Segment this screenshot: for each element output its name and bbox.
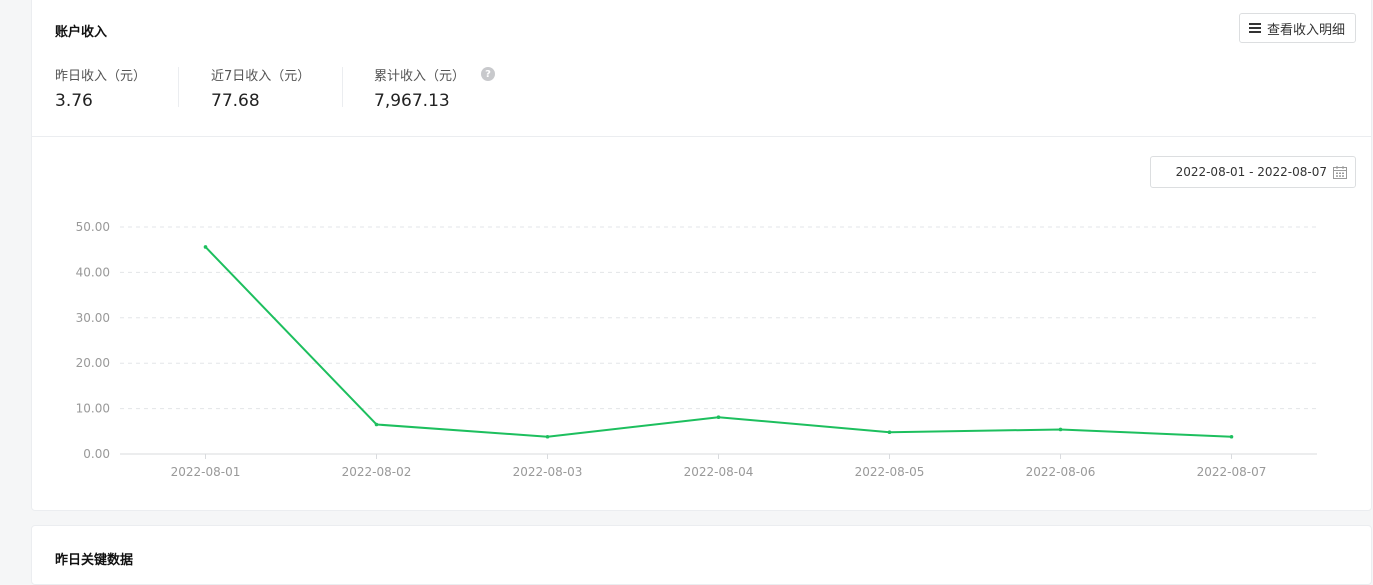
date-range-picker[interactable]: 2022-08-01 - 2022-08-07: [1150, 156, 1356, 188]
view-income-detail-label: 查看收入明细: [1266, 22, 1345, 38]
data-point: [1229, 434, 1234, 439]
data-point: [203, 245, 208, 249]
stat-value: 7,967.13: [374, 91, 450, 111]
stat-value: 3.76: [55, 91, 93, 111]
date-range-value: 2022-08-01 - 2022-08-07: [1175, 165, 1327, 179]
y-tick-label: 10.00: [76, 402, 110, 416]
y-tick-label: 50.00: [76, 220, 110, 234]
yesterday-key-data-card: 昨日关键数据: [31, 525, 1372, 585]
y-tick-label: 30.00: [76, 311, 110, 325]
data-point: [545, 434, 550, 439]
stat-divider: [342, 67, 343, 107]
series-line: [204, 246, 1232, 438]
stat-divider: [178, 67, 179, 107]
stat-cumulative: 累计收入（元） ? 7,967.13: [374, 65, 496, 111]
x-tick-label: 2022-08-05: [855, 465, 925, 479]
section-divider: [32, 136, 1371, 137]
menu-icon: [1248, 21, 1261, 35]
key-data-card-title: 昨日关键数据: [55, 553, 134, 568]
y-tick-label: 40.00: [76, 265, 110, 279]
data-point: [1058, 427, 1063, 432]
y-tick-label: 20.00: [76, 356, 110, 370]
x-tick-label: 2022-08-03: [513, 465, 583, 479]
x-tick-label: 2022-08-01: [171, 465, 241, 479]
question-circle-icon[interactable]: ?: [481, 67, 496, 81]
y-tick-label: 0.00: [83, 447, 110, 461]
stat-last-7-days: 近7日收入（元） 77.68: [211, 65, 311, 112]
x-tick-label: 2022-08-02: [342, 465, 412, 479]
stat-label: 昨日收入（元）: [55, 68, 147, 84]
data-point: [716, 415, 721, 420]
data-point: [374, 422, 379, 427]
income-line-chart: 0.00 10.00 20.00 30.00 40.00 50.00 2022-08-01 2…: [76, 220, 1317, 479]
x-tick-label: 2022-08-04: [684, 465, 754, 479]
calendar-icon: [1333, 165, 1347, 179]
account-income-card: 账户收入 查看收入明细 昨日收入（元） 3.76 近7日收入（元） 77.68 …: [31, 0, 1372, 511]
stat-label: 近7日收入（元）: [211, 68, 311, 84]
view-income-detail-button[interactable]: 查看收入明细: [1238, 13, 1356, 43]
data-point: [887, 430, 892, 435]
stat-label: 累计收入（元）: [374, 68, 466, 84]
stat-label-row: 累计收入（元） ?: [374, 65, 496, 84]
income-card-title: 账户收入: [55, 25, 108, 40]
x-tick-label: 2022-08-06: [1026, 465, 1096, 479]
stat-value: 77.68: [211, 91, 260, 111]
x-tick-label: 2022-08-07: [1197, 465, 1267, 479]
stat-yesterday: 昨日收入（元） 3.76: [55, 65, 147, 112]
